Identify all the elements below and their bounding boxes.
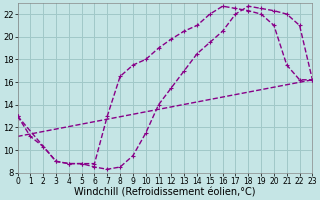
X-axis label: Windchill (Refroidissement éolien,°C): Windchill (Refroidissement éolien,°C) bbox=[74, 187, 256, 197]
